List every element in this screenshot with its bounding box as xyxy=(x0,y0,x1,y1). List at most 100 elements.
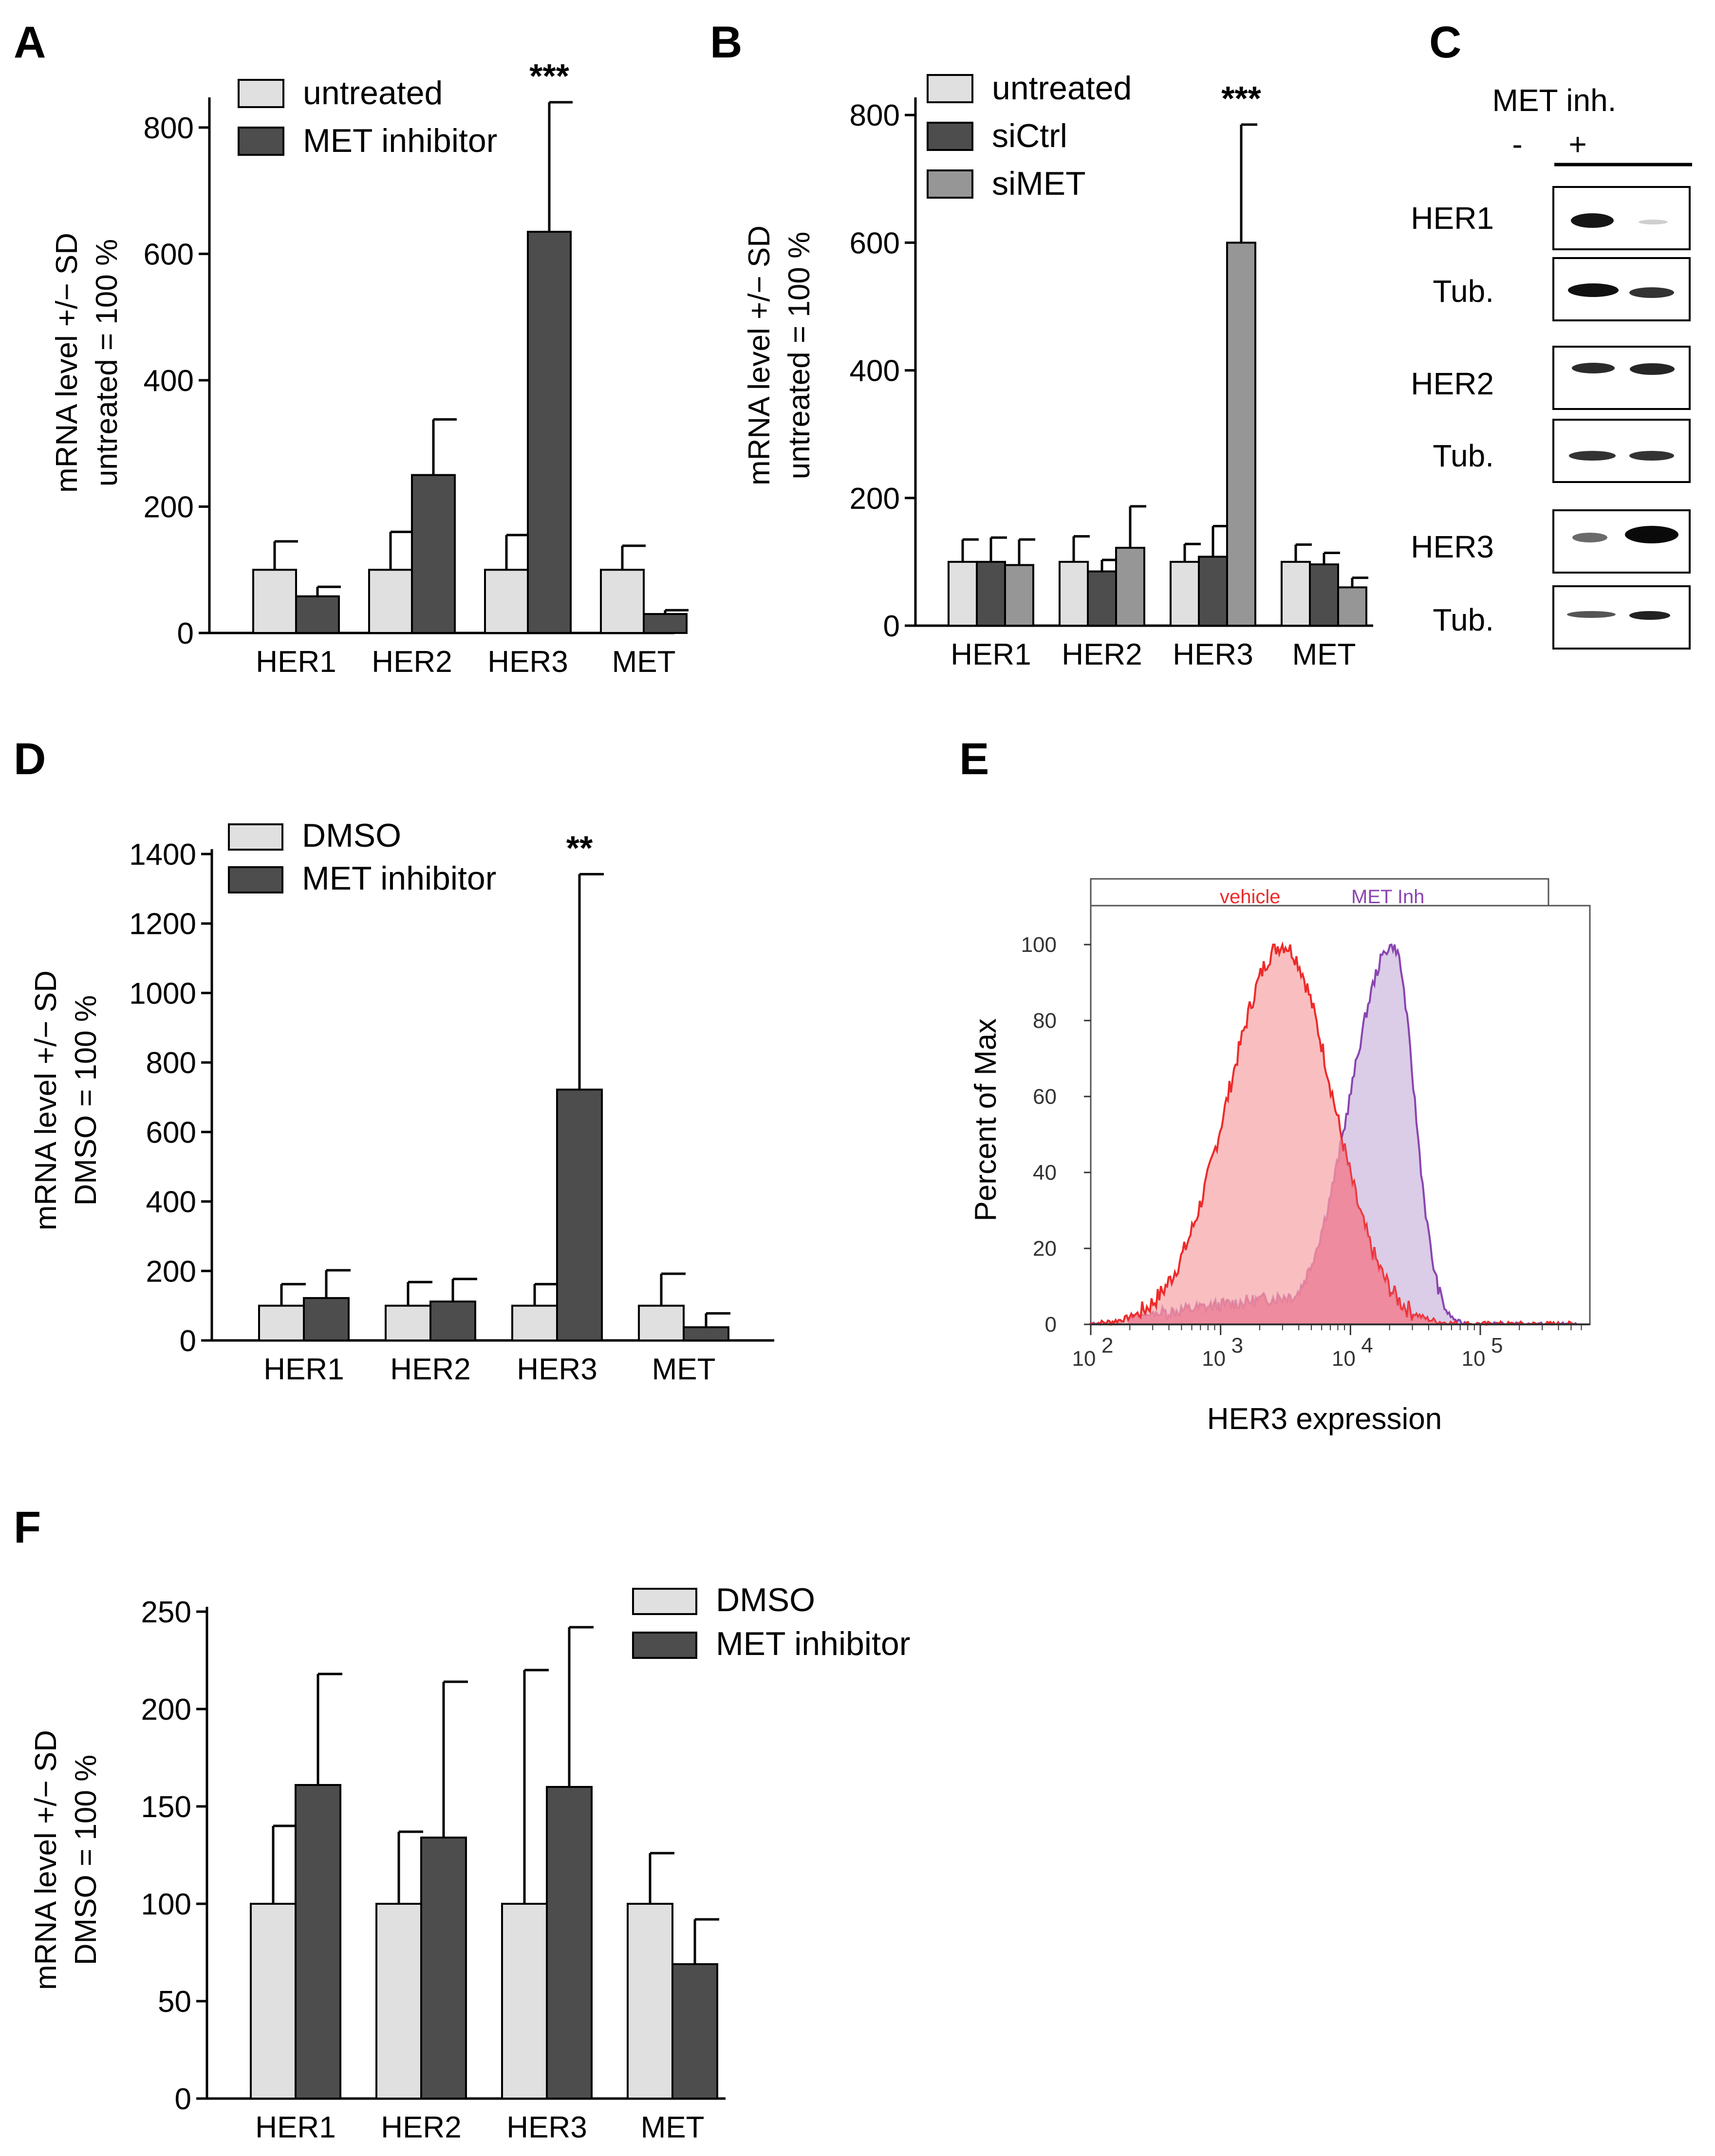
panel-b-legend-label: untreated xyxy=(992,70,1132,107)
panel-d-bar xyxy=(638,1304,685,1341)
flow-x-tick-label: 10 xyxy=(1462,1347,1486,1371)
panel-b-x-tick-label: MET xyxy=(1292,638,1356,671)
panel-f-x-tick-label: HER1 xyxy=(255,2111,336,2144)
panel-label-e: E xyxy=(959,734,989,784)
panel-f-y-tick-label: 200 xyxy=(141,1693,191,1727)
flow-legend-met-inh: MET Inh xyxy=(1351,886,1424,908)
panel-b-bar xyxy=(1226,242,1256,627)
panel-d-y-tick-label: 1200 xyxy=(129,908,196,941)
blot-her1-box xyxy=(1552,186,1691,250)
panel-d-bar-chart: 0 200 400 600 800 1000 1200 1400 HER1 HER2 HER3 ** M… xyxy=(129,817,774,1386)
panel-a-bar xyxy=(527,231,572,634)
panel-d-legend-swatch xyxy=(228,866,283,893)
blot-tub3-box xyxy=(1552,585,1691,650)
panel-f-y-tick-label: 150 xyxy=(141,1790,191,1824)
flow-y-tick-label: 60 xyxy=(1033,1085,1057,1109)
panel-d-ylabel-1: mRNA level +/− SD xyxy=(29,970,63,1230)
panel-b-y-tick-label: 800 xyxy=(850,99,900,132)
panel-a-ylabel-2: untreated = 100 % xyxy=(90,239,124,486)
panel-b-y-tick-label: 0 xyxy=(883,610,900,643)
panel-b-legend-label: siMET xyxy=(992,165,1086,202)
panel-a-bar xyxy=(600,569,645,634)
panel-f-x-tick-label: HER2 xyxy=(381,2111,461,2144)
panel-a-legend-label: untreated xyxy=(303,74,443,112)
panel-b-bar xyxy=(948,560,978,627)
panel-d-bar xyxy=(303,1297,350,1342)
panel-f-y-tick-label: 50 xyxy=(158,1985,191,2019)
panel-d-y-tick-label: 600 xyxy=(146,1116,196,1150)
panel-f-ylabel-2: DMSO = 100 % xyxy=(69,1755,103,1965)
panel-d-significance: ** xyxy=(566,829,593,867)
blot-tub1-band-plus xyxy=(1629,287,1674,298)
panel-b-bar xyxy=(1337,586,1367,627)
flow-y-tick-label: 20 xyxy=(1033,1237,1057,1261)
panel-f-legend-swatch xyxy=(632,1632,697,1659)
panel-d-x-tick-label: HER3 xyxy=(517,1353,597,1386)
panel-b-bar xyxy=(1170,560,1200,627)
blot-her3-band-minus xyxy=(1572,533,1607,542)
panel-b-bar xyxy=(1004,564,1034,627)
blot-row-her3-label: HER3 xyxy=(1411,529,1494,564)
panel-d-bar xyxy=(511,1304,558,1341)
panel-d-x-tick-label: HER2 xyxy=(390,1353,470,1386)
panel-a-legend-label: MET inhibitor xyxy=(303,122,497,159)
panel-f-bar xyxy=(250,1903,297,2100)
blot-her2-box xyxy=(1552,346,1691,410)
panel-a-x-tick-label: MET xyxy=(612,645,676,679)
panel-f-y-tick-label: 0 xyxy=(175,2082,191,2116)
panel-f-x-tick-label: HER3 xyxy=(506,2111,587,2144)
flow-y-tick-label: 100 xyxy=(1021,933,1057,957)
flow-legend-box-back xyxy=(1090,878,1549,909)
panel-b-bar xyxy=(1281,560,1311,627)
flow-x-tick-exponent: 2 xyxy=(1101,1334,1113,1357)
panel-b-x-tick-label: HER1 xyxy=(951,638,1031,671)
panel-d-x-tick-label: MET xyxy=(652,1353,716,1386)
panel-d-y-tick-label: 1000 xyxy=(129,977,196,1010)
blot-her1-band-minus xyxy=(1571,213,1614,228)
flow-y-tick-label: 40 xyxy=(1033,1161,1057,1185)
panel-label-f: F xyxy=(14,1503,41,1552)
blot-tub2-band-minus xyxy=(1569,451,1616,461)
panel-d-y-tick-label: 400 xyxy=(146,1186,196,1219)
flow-overlap-area xyxy=(1091,1138,1578,1324)
panel-f-y-tick-label: 250 xyxy=(141,1596,191,1629)
flow-x-tick-label: 10 xyxy=(1202,1347,1226,1371)
blot-her1-band-plus xyxy=(1639,220,1668,224)
flow-x-tick-label: 10 xyxy=(1072,1347,1096,1371)
panel-a-x-tick-label: HER2 xyxy=(372,645,452,679)
panel-label-c: C xyxy=(1429,18,1461,67)
panel-label-b: B xyxy=(710,18,742,67)
panel-d-x-tick-label: HER1 xyxy=(263,1353,344,1386)
panel-b-legend-swatch xyxy=(927,122,973,151)
panel-d-bar xyxy=(556,1088,603,1342)
flow-y-tick-label: 80 xyxy=(1033,1009,1057,1033)
panel-a-bar xyxy=(643,613,688,634)
blot-tub3-band-plus xyxy=(1629,611,1670,620)
panel-d-bar xyxy=(258,1304,305,1341)
blot-lane-plus: + xyxy=(1568,127,1586,162)
flow-x-tick-exponent: 3 xyxy=(1231,1334,1243,1357)
panel-f-bar xyxy=(375,1903,422,2100)
panel-a-bar xyxy=(295,595,340,634)
panel-b-y-tick-label: 200 xyxy=(850,482,900,516)
panel-d-y-tick-label: 200 xyxy=(146,1255,196,1288)
panel-a-y-tick-label: 400 xyxy=(144,364,194,398)
panel-d-legend-label: MET inhibitor xyxy=(302,860,496,897)
blot-row-tub3-label: Tub. xyxy=(1433,602,1494,637)
blot-tub3-band-minus xyxy=(1567,611,1616,618)
flow-x-tick-exponent: 4 xyxy=(1361,1334,1373,1357)
panel-a-legend-swatch xyxy=(238,127,284,156)
panel-f-bar xyxy=(627,1903,673,2100)
panel-b-bar xyxy=(1059,560,1089,627)
blot-her3-box xyxy=(1552,509,1691,574)
flow-x-tick-exponent: 5 xyxy=(1491,1334,1503,1357)
panel-b-bar xyxy=(1309,563,1339,627)
blot-tub1-band-minus xyxy=(1568,283,1619,297)
panel-f-x-tick-label: MET xyxy=(641,2111,705,2144)
blot-her2-band-minus xyxy=(1572,363,1615,373)
panel-d-legend-swatch xyxy=(228,823,283,851)
panel-b-bar-chart: 0 200 400 600 800 HER1 HER2 HER3 *** MET untreated… xyxy=(850,70,1373,671)
blot-row-tub1-label: Tub. xyxy=(1433,274,1494,309)
panel-b-legend-swatch xyxy=(927,169,973,199)
